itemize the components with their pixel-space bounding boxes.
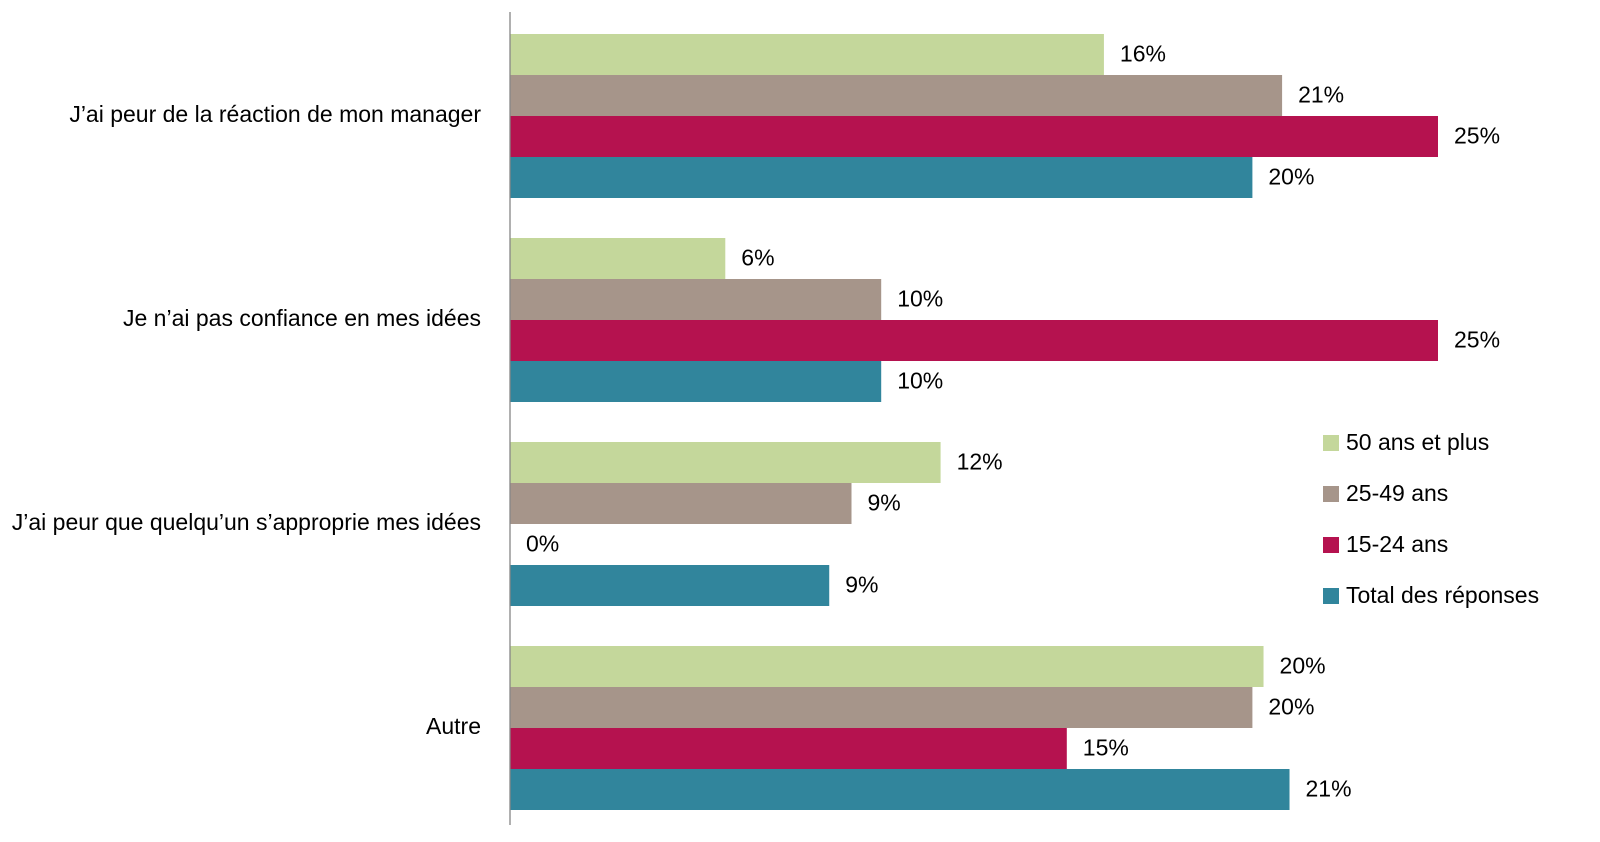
legend-swatch (1323, 537, 1339, 553)
data-label: 15% (1083, 735, 1129, 761)
legend-label: 50 ans et plus (1346, 429, 1489, 455)
data-label: 16% (1120, 41, 1166, 67)
bar (510, 34, 1104, 75)
legend-swatch (1323, 435, 1339, 451)
bar (510, 279, 882, 320)
category-label: J’ai peur de la réaction de mon manager (69, 101, 481, 127)
data-label: 0% (526, 531, 559, 557)
legend-label: Total des réponses (1346, 582, 1539, 608)
bar (510, 769, 1290, 810)
category-label: Je n’ai pas confiance en mes idées (123, 305, 481, 331)
legend-swatch (1323, 486, 1339, 502)
data-label: 6% (741, 245, 774, 271)
bar (510, 75, 1283, 116)
data-label: 10% (897, 286, 943, 312)
category-label: J’ai peur que quelqu’un s’approprie mes … (12, 509, 481, 535)
bar (510, 361, 882, 402)
bar (510, 320, 1438, 361)
data-label: 25% (1454, 327, 1500, 353)
legend-label: 25-49 ans (1346, 480, 1448, 506)
data-label: 9% (868, 490, 901, 516)
legend-swatch (1323, 588, 1339, 604)
data-label: 21% (1306, 776, 1352, 802)
data-label: 21% (1298, 82, 1344, 108)
bar (510, 565, 830, 606)
category-label: Autre (426, 713, 481, 739)
data-label: 9% (845, 572, 878, 598)
bar (510, 483, 852, 524)
bar (510, 238, 726, 279)
data-label: 10% (897, 368, 943, 394)
data-label: 20% (1268, 164, 1314, 190)
data-label: 20% (1280, 653, 1326, 679)
bar (510, 442, 941, 483)
legend-label: 15-24 ans (1346, 531, 1448, 557)
data-label: 20% (1268, 694, 1314, 720)
bar (510, 157, 1253, 198)
bar (510, 646, 1264, 687)
bar (510, 728, 1067, 769)
data-label: 12% (957, 449, 1003, 475)
bar (510, 116, 1438, 157)
bar (510, 687, 1253, 728)
data-label: 25% (1454, 123, 1500, 149)
